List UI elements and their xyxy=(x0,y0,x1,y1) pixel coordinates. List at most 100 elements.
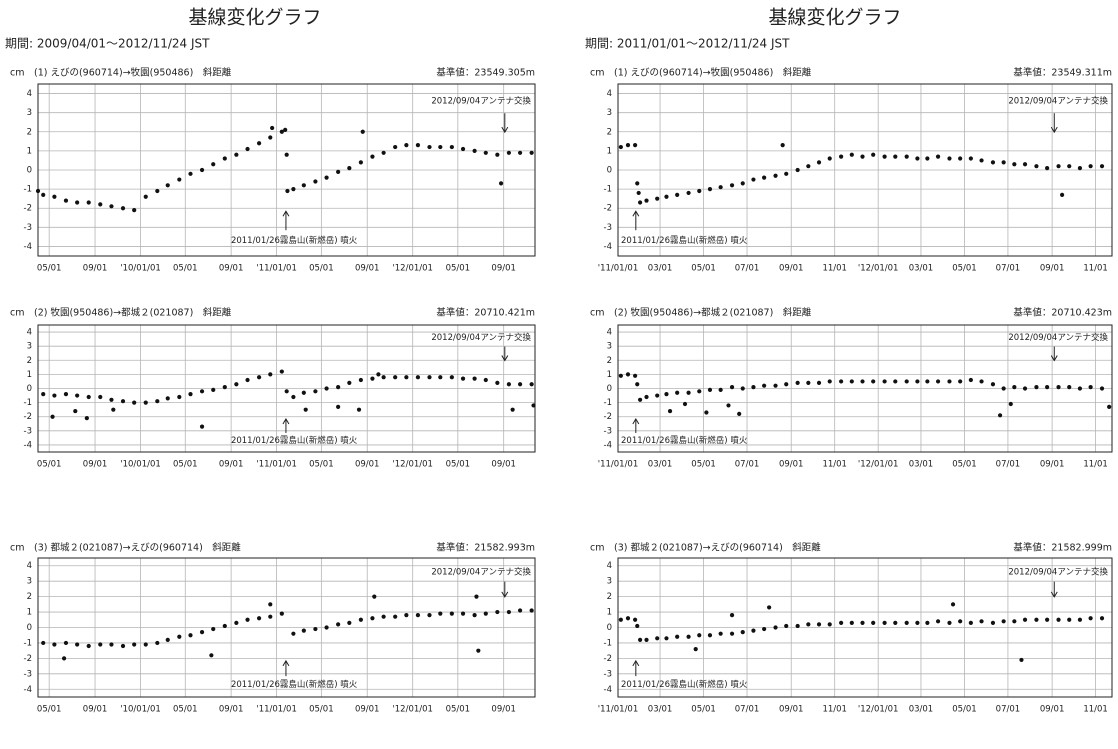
data-point xyxy=(356,407,362,412)
data-point xyxy=(637,200,643,205)
data-point xyxy=(483,377,488,383)
data-point xyxy=(483,150,488,155)
data-point xyxy=(675,634,680,639)
data-point xyxy=(1019,657,1024,663)
x-tick-label: '11/01/01 xyxy=(256,705,297,715)
y-tick-label: -2 xyxy=(24,204,32,214)
data-point xyxy=(904,154,909,159)
x-tick-label: 05/01 xyxy=(952,705,977,715)
data-point xyxy=(98,202,103,207)
x-tick-label: '12/01/01 xyxy=(392,460,433,470)
x-tick-label: 05/01 xyxy=(691,705,716,715)
data-point xyxy=(211,626,216,632)
y-tick-label: -2 xyxy=(604,412,612,422)
data-point xyxy=(704,410,709,415)
annotation: 2012/09/04アンテナ交換 xyxy=(1008,566,1108,577)
y-axis-label: cm xyxy=(590,68,604,79)
data-point xyxy=(35,188,41,194)
data-point xyxy=(784,382,789,387)
x-tick-label: 11/01 xyxy=(1083,705,1108,715)
data-point xyxy=(63,198,69,203)
data-point xyxy=(86,200,91,205)
x-tick-label: 09/01 xyxy=(83,264,108,274)
annotation: 2012/09/04アンテナ交換 xyxy=(1008,96,1108,107)
data-point xyxy=(958,379,963,384)
data-point xyxy=(460,146,466,152)
data-point xyxy=(625,616,631,621)
x-tick-label: 07/01 xyxy=(996,460,1021,470)
data-point xyxy=(816,622,822,627)
data-point xyxy=(279,611,284,616)
data-point xyxy=(860,379,865,384)
data-point xyxy=(655,393,660,398)
data-point xyxy=(301,628,306,633)
data-point xyxy=(871,152,876,157)
data-point xyxy=(968,620,973,625)
data-point xyxy=(1056,617,1061,622)
x-tick-label: 05/01 xyxy=(37,264,62,274)
data-point xyxy=(199,389,205,394)
y-tick-label: -3 xyxy=(604,223,612,233)
data-point xyxy=(111,407,116,412)
data-point xyxy=(460,611,466,616)
data-point xyxy=(284,389,289,394)
data-point xyxy=(155,188,160,194)
x-tick-label: 09/01 xyxy=(491,705,516,715)
data-point xyxy=(1099,386,1105,391)
data-point xyxy=(52,642,57,647)
data-point xyxy=(729,613,735,618)
data-point xyxy=(472,376,477,381)
x-tick-label: '12/01/01 xyxy=(392,705,433,715)
data-point xyxy=(816,160,822,165)
data-point xyxy=(1099,616,1105,621)
data-point xyxy=(882,620,887,625)
x-tick-label: '12/01/01 xyxy=(858,705,899,715)
data-point xyxy=(427,375,432,380)
data-point xyxy=(751,384,756,390)
data-point xyxy=(347,620,352,625)
data-point xyxy=(283,127,288,132)
data-point xyxy=(1088,616,1093,621)
data-point xyxy=(1001,386,1006,391)
data-point xyxy=(686,634,691,639)
data-point xyxy=(1045,165,1050,171)
data-point xyxy=(358,617,363,622)
data-point xyxy=(780,143,785,148)
data-point xyxy=(483,611,488,616)
data-point xyxy=(313,179,318,184)
data-point xyxy=(1088,384,1093,390)
data-point xyxy=(358,377,363,383)
y-tick-label: 1 xyxy=(27,370,32,380)
data-point xyxy=(915,379,920,384)
data-point xyxy=(222,384,227,390)
y-axis-label: cm xyxy=(590,543,604,554)
data-point xyxy=(506,382,512,387)
y-tick-label: 3 xyxy=(607,342,612,352)
y-tick-label: -3 xyxy=(24,223,32,233)
data-point xyxy=(86,394,91,400)
x-tick-label: 03/01 xyxy=(909,705,934,715)
data-point xyxy=(449,144,454,150)
data-point xyxy=(529,382,534,387)
data-point xyxy=(301,390,306,395)
data-point xyxy=(132,208,137,213)
data-point xyxy=(376,372,381,377)
data-point xyxy=(806,380,811,385)
data-point xyxy=(795,380,800,385)
y-tick-label: -3 xyxy=(604,669,612,679)
data-point xyxy=(143,642,148,647)
y-tick-label: -4 xyxy=(24,242,32,252)
x-tick-label: '12/01/01 xyxy=(858,264,899,274)
data-point xyxy=(234,382,239,387)
y-tick-label: 1 xyxy=(607,370,612,380)
data-point xyxy=(427,613,432,618)
data-point xyxy=(177,177,182,182)
x-tick-label: 09/01 xyxy=(83,705,108,715)
data-point xyxy=(795,167,800,173)
data-point xyxy=(637,637,643,642)
data-point xyxy=(270,125,275,131)
data-point xyxy=(1034,164,1039,169)
x-tick-label: 05/01 xyxy=(309,264,334,274)
data-point xyxy=(625,372,631,377)
y-tick-label: 4 xyxy=(607,328,612,338)
